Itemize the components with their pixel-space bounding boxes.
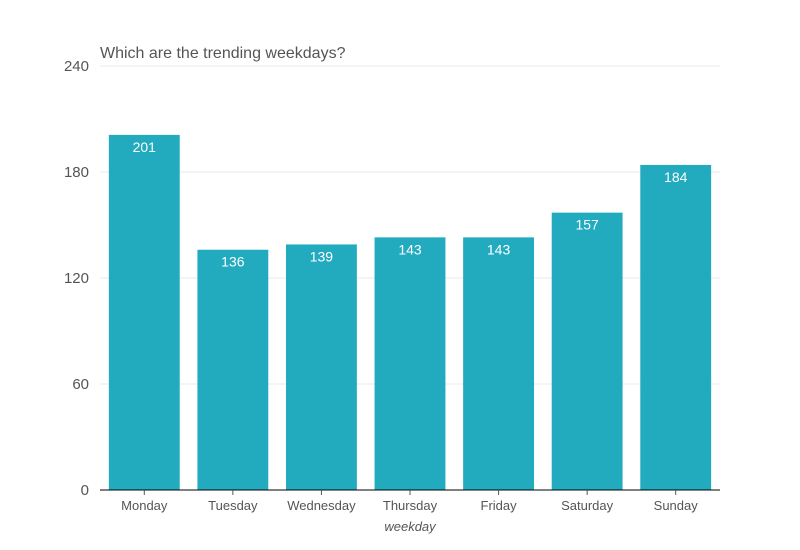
chart-title: Which are the trending weekdays? bbox=[100, 45, 346, 62]
bars: 201 136 139 143 143 157 184 bbox=[108, 134, 712, 490]
x-axis-ticks: Monday Tuesday Wednesday Thursday Friday Satu… bbox=[121, 490, 698, 513]
y-tick-label: 180 bbox=[64, 164, 89, 181]
x-tick-label: Monday bbox=[121, 498, 168, 513]
bar-saturday bbox=[551, 212, 623, 490]
data-label: 184 bbox=[664, 169, 688, 185]
bar-monday bbox=[108, 134, 180, 490]
bar-sunday bbox=[640, 164, 712, 490]
x-tick-label: Tuesday bbox=[208, 498, 258, 513]
bar-tuesday bbox=[197, 249, 269, 490]
data-label: 157 bbox=[575, 217, 599, 233]
data-label: 201 bbox=[133, 139, 157, 155]
data-label: 136 bbox=[221, 254, 245, 270]
data-label: 143 bbox=[487, 241, 511, 257]
data-label: 143 bbox=[398, 241, 422, 257]
y-tick-label: 240 bbox=[64, 58, 89, 75]
y-axis-ticks: 0 60 120 180 240 bbox=[64, 58, 89, 499]
x-tick-label: Wednesday bbox=[287, 498, 356, 513]
x-tick-label: Friday bbox=[481, 498, 518, 513]
x-tick-label: Sunday bbox=[654, 498, 699, 513]
y-tick-label: 60 bbox=[72, 376, 89, 393]
data-label: 139 bbox=[310, 248, 334, 264]
x-axis-label: weekday bbox=[384, 519, 437, 534]
x-tick-label: Saturday bbox=[561, 498, 614, 513]
x-tick-label: Thursday bbox=[383, 498, 438, 513]
bar-friday bbox=[463, 237, 534, 490]
bar-wednesday bbox=[286, 244, 357, 490]
bar-thursday bbox=[374, 237, 446, 490]
y-tick-label: 120 bbox=[64, 270, 89, 287]
y-tick-label: 0 bbox=[81, 482, 89, 499]
